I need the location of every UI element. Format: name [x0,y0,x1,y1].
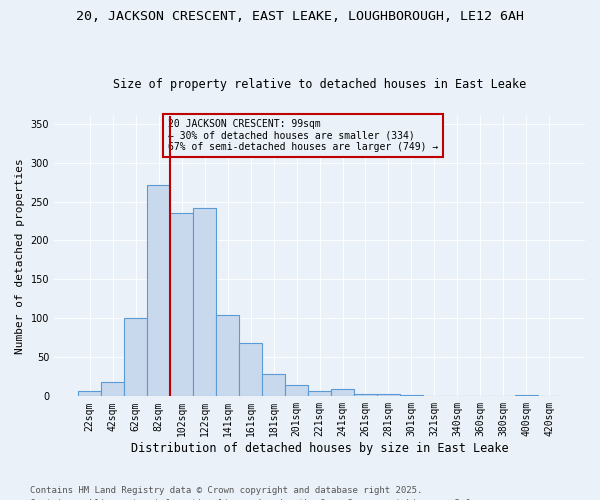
Text: Contains public sector information licensed under the Open Government Licence v3: Contains public sector information licen… [30,498,476,500]
Bar [239,344,262,396]
Bar [308,391,331,396]
X-axis label: Distribution of detached houses by size in East Leake: Distribution of detached houses by size … [131,442,508,455]
Bar [78,391,101,396]
Bar [377,394,400,396]
Title: Size of property relative to detached houses in East Leake: Size of property relative to detached ho… [113,78,526,91]
Bar [285,384,308,396]
Text: 20 JACKSON CRESCENT: 99sqm
← 30% of detached houses are smaller (334)
67% of sem: 20 JACKSON CRESCENT: 99sqm ← 30% of deta… [168,118,438,152]
Bar [216,314,239,396]
Bar [170,213,193,396]
Bar [400,395,423,396]
Bar [124,318,147,396]
Bar [515,395,538,396]
Bar [147,185,170,396]
Y-axis label: Number of detached properties: Number of detached properties [15,158,25,354]
Bar [331,388,354,396]
Text: Contains HM Land Registry data © Crown copyright and database right 2025.: Contains HM Land Registry data © Crown c… [30,486,422,495]
Bar [193,208,216,396]
Text: 20, JACKSON CRESCENT, EAST LEAKE, LOUGHBOROUGH, LE12 6AH: 20, JACKSON CRESCENT, EAST LEAKE, LOUGHB… [76,10,524,23]
Bar [354,394,377,396]
Bar [101,382,124,396]
Bar [262,374,285,396]
